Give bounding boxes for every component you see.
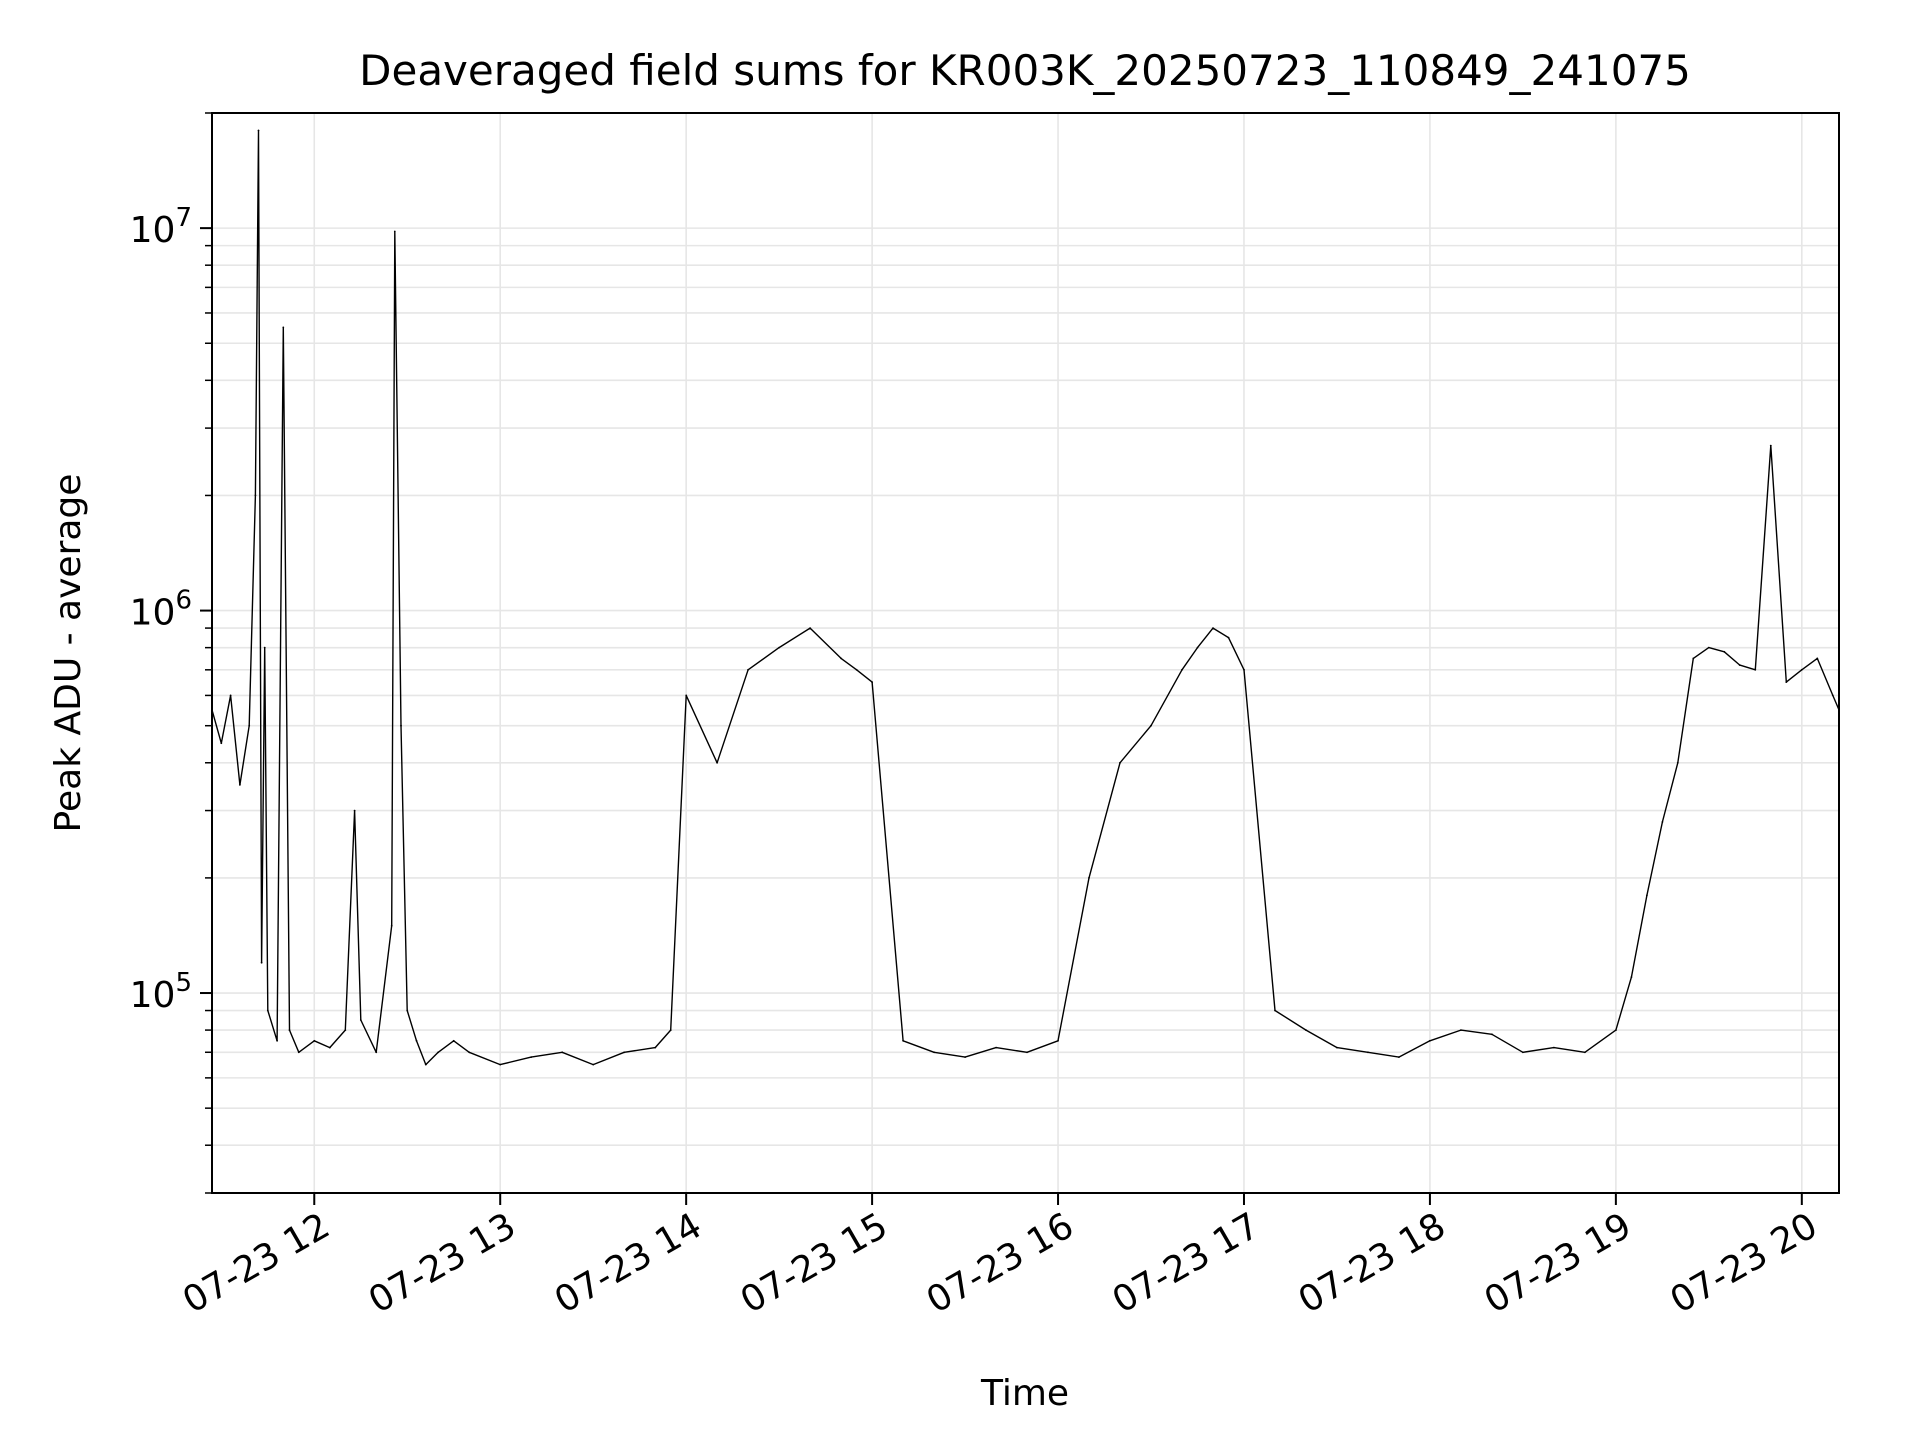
data-point: [437, 1051, 440, 1054]
data-point: [1119, 761, 1121, 764]
series-layer: [211, 129, 1840, 1066]
data-point: [1196, 646, 1199, 649]
data-point: [809, 627, 811, 629]
data-point: [344, 1029, 347, 1031]
data-point: [248, 724, 251, 727]
data-point: [747, 668, 749, 671]
data-point: [1088, 877, 1090, 879]
data-point: [1723, 650, 1726, 653]
data-point: [266, 1009, 269, 1012]
data-point: [263, 646, 266, 649]
data-point: [276, 1039, 278, 1042]
data-point: [1367, 1051, 1369, 1054]
data-point: [561, 1051, 564, 1054]
y-tick-label: 107: [130, 203, 192, 251]
data-point: [902, 1039, 904, 1042]
data-point: [257, 129, 260, 132]
data-point: [1398, 1056, 1400, 1058]
data-point: [239, 784, 241, 786]
data-point: [1212, 627, 1214, 629]
data-point: [1553, 1046, 1555, 1049]
data-point: [840, 657, 842, 660]
data-point: [1057, 1039, 1059, 1042]
data-point: [1026, 1051, 1028, 1054]
data-point: [623, 1051, 626, 1054]
data-point: [1336, 1046, 1338, 1049]
data-point: [424, 1063, 427, 1066]
data-point: [871, 681, 873, 683]
data-point: [1522, 1051, 1524, 1054]
data-point: [313, 1039, 316, 1042]
data-point: [685, 694, 688, 697]
data-point: [499, 1063, 502, 1066]
data-point: [468, 1051, 471, 1054]
data-point: [260, 961, 263, 964]
data-point: [654, 1046, 657, 1049]
data-point: [1692, 657, 1695, 660]
data-point: [375, 1051, 378, 1054]
data-point: [778, 646, 780, 649]
data-point: [229, 694, 232, 697]
data-point: [220, 742, 223, 745]
data-point: [1274, 1009, 1276, 1012]
chart-title: Deaveraged field sums for KR003K_2025072…: [359, 46, 1691, 95]
data-point: [1707, 646, 1710, 649]
data-point: [1676, 761, 1679, 764]
data-point: [964, 1056, 966, 1058]
data-point: [359, 1019, 362, 1021]
data-point: [1831, 694, 1834, 697]
data-point: [995, 1046, 997, 1049]
data-point: [716, 761, 718, 764]
data-point: [1150, 724, 1152, 727]
y-axis-label: Peak ADU - average: [48, 474, 89, 833]
data-point: [1305, 1029, 1307, 1031]
data-point: [1491, 1033, 1493, 1036]
data-point: [1243, 668, 1245, 671]
data-point: [328, 1046, 331, 1049]
data-point: [669, 1029, 672, 1031]
data-point: [353, 809, 356, 812]
data-point: [1227, 636, 1230, 639]
data-point: [282, 326, 285, 329]
grid: [212, 112, 1839, 1194]
data-point: [1646, 894, 1648, 897]
data-point: [1754, 668, 1757, 671]
data-point: [1584, 1051, 1586, 1054]
y-tick-label: 106: [130, 586, 192, 634]
data-point: [254, 494, 257, 497]
plot-frame: [211, 112, 1840, 1194]
data-point: [390, 924, 393, 927]
data-point: [400, 724, 402, 727]
data-point: [452, 1039, 455, 1042]
data-point: [393, 230, 396, 233]
data-point: [530, 1056, 533, 1058]
data-point: [1816, 657, 1819, 660]
data-point: [297, 1051, 300, 1054]
data-point: [1661, 821, 1664, 823]
data-point: [1181, 668, 1183, 671]
data-point: [855, 668, 858, 671]
data-point: [1615, 1029, 1617, 1031]
data-point: [1769, 444, 1772, 447]
data-point: [1630, 976, 1633, 979]
data-point: [415, 1039, 418, 1042]
y-tick-label: 105: [130, 968, 192, 1016]
data-point: [1738, 664, 1741, 666]
data-point: [1429, 1039, 1431, 1042]
data-point: [1800, 668, 1803, 671]
data-point: [288, 1029, 291, 1031]
x-axis-label: Time: [980, 1373, 1069, 1414]
data-point: [1460, 1029, 1462, 1031]
data-point: [592, 1063, 595, 1066]
tick-marks: [200, 112, 1803, 1205]
data-point: [1785, 681, 1788, 683]
data-point: [406, 1009, 409, 1012]
data-point: [933, 1051, 935, 1054]
